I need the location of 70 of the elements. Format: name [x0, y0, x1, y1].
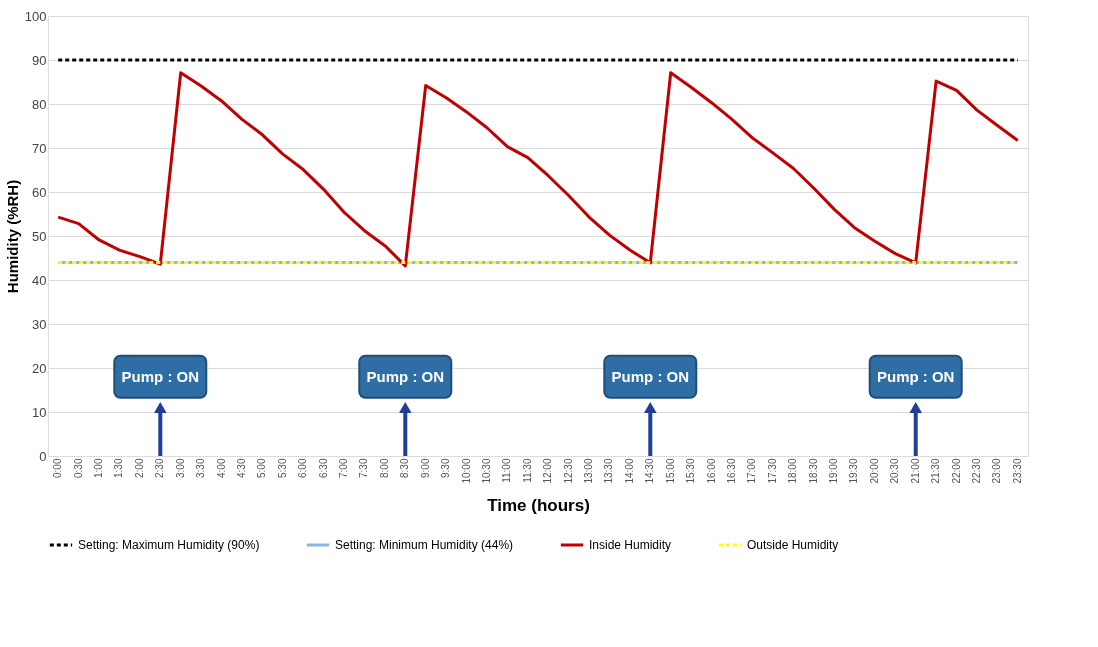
- x-tick-label: 19:00: [828, 458, 840, 484]
- x-tick-label: 7:30: [358, 458, 370, 478]
- x-tick-label: 20:00: [868, 458, 880, 484]
- x-tick-label: 22:30: [970, 458, 982, 484]
- line-series: [56, 71, 1020, 268]
- x-tick-label: 9:30: [440, 458, 452, 478]
- x-tick-label: 18:00: [787, 458, 799, 484]
- y-tick-label: 10: [32, 404, 47, 420]
- x-tick-label: 13:00: [583, 458, 595, 484]
- x-tick-label: 2:00: [133, 458, 145, 478]
- x-tick-label: 22:00: [950, 458, 962, 484]
- x-tick-label: 7:00: [338, 458, 350, 478]
- x-tick-label: 10:30: [480, 458, 492, 484]
- y-tick-label: 0: [39, 448, 47, 464]
- y-tick-label: 80: [32, 96, 47, 112]
- x-tick-label: 5:30: [276, 458, 288, 478]
- x-tick-label: 18:30: [807, 458, 819, 484]
- x-tick-label: 13:30: [603, 458, 615, 484]
- x-tick-label: 11:00: [501, 458, 513, 483]
- x-tick-label: 17:00: [746, 458, 758, 484]
- x-tick-label: 16:00: [705, 458, 717, 484]
- annotation: Pump : ON: [876, 367, 955, 385]
- annotation: Pump : ON: [366, 367, 445, 385]
- y-tick-label: 50: [32, 228, 47, 244]
- y-tick-label: 70: [32, 140, 47, 156]
- x-tick-label: 12:00: [542, 458, 554, 484]
- y-axis-title: Humidity (%RH): [3, 179, 21, 294]
- x-tick-label: 11:30: [521, 458, 533, 483]
- x-tick-label: 0:00: [52, 458, 64, 478]
- x-tick-label: 8:00: [378, 458, 390, 478]
- x-tick-label: 0:30: [72, 458, 84, 478]
- y-tick-label: 90: [32, 52, 47, 68]
- y-tick-label: 20: [32, 360, 47, 376]
- x-tick-label: 16:30: [725, 458, 737, 484]
- x-tick-label: 1:00: [93, 458, 105, 478]
- x-tick-label: 5:00: [256, 458, 268, 478]
- x-tick-label: 8:30: [399, 458, 411, 478]
- legend-label: Setting: Minimum Humidity (44%): [335, 538, 514, 552]
- x-tick-label: 15:00: [664, 458, 676, 484]
- x-tick-label: 9:00: [419, 458, 431, 478]
- y-tick-label: 100: [24, 8, 47, 24]
- annotation: Pump : ON: [121, 367, 200, 385]
- legend-label: Setting: Maximum Humidity (90%): [78, 538, 260, 552]
- y-tick-label: 60: [32, 184, 47, 200]
- y-tick-label: 40: [32, 272, 47, 288]
- legend-label: Inside Humidity: [589, 538, 672, 552]
- x-tick-label: 12:30: [562, 458, 574, 484]
- x-tick-label: 14:00: [623, 458, 635, 484]
- x-tick-label: 1:30: [113, 458, 125, 478]
- x-tick-label: 19:30: [848, 458, 860, 484]
- x-tick-label: 23:00: [991, 458, 1003, 484]
- x-tick-label: 6:30: [317, 458, 329, 478]
- x-tick-label: 17:30: [766, 458, 778, 484]
- x-tick-label: 3:00: [174, 458, 186, 478]
- x-tick-label: 21:30: [930, 458, 942, 484]
- legend-label: Outside Humidity: [747, 538, 839, 552]
- x-tick-label: 21:00: [909, 458, 921, 484]
- y-tick-label: 30: [32, 316, 47, 332]
- x-tick-label: 2:30: [154, 458, 166, 478]
- annotation: Pump : ON: [611, 367, 690, 385]
- x-tick-label: 20:30: [889, 458, 901, 484]
- x-tick-label: 3:30: [195, 458, 207, 478]
- x-tick-label: 23:30: [1011, 458, 1023, 484]
- x-tick-label: 4:00: [215, 458, 227, 478]
- x-tick-label: 6:00: [297, 458, 309, 478]
- x-axis-title: Time (hours): [487, 495, 590, 515]
- x-tick-label: 14:30: [644, 458, 656, 484]
- x-tick-label: 10:00: [460, 458, 472, 484]
- x-tick-label: 4:30: [235, 458, 247, 478]
- x-tick-label: 15:30: [685, 458, 697, 484]
